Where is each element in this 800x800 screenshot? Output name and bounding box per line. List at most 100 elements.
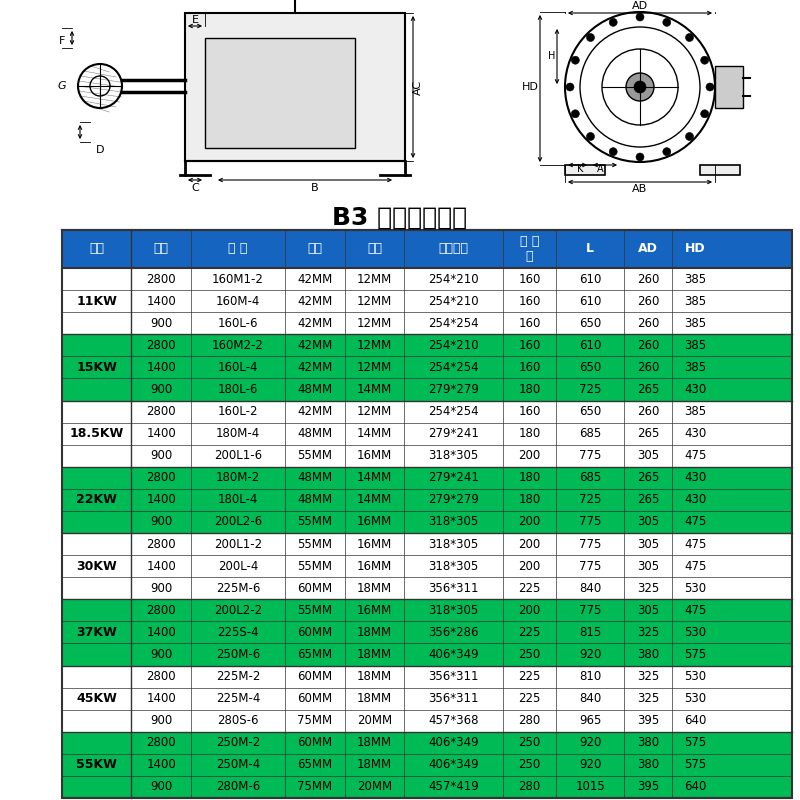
Circle shape: [662, 18, 670, 26]
Text: 12MM: 12MM: [357, 294, 392, 308]
Text: 920: 920: [579, 758, 602, 771]
Text: 200L2-2: 200L2-2: [214, 604, 262, 617]
Text: 815: 815: [579, 626, 602, 639]
Text: 55MM: 55MM: [297, 450, 332, 462]
Text: 530: 530: [684, 692, 706, 705]
Text: 200L1-2: 200L1-2: [214, 538, 262, 550]
Circle shape: [701, 56, 709, 64]
Text: 385: 385: [684, 405, 706, 418]
Text: 16MM: 16MM: [357, 604, 392, 617]
Text: 325: 325: [637, 670, 659, 683]
Text: 475: 475: [684, 515, 706, 529]
Text: 254*210: 254*210: [428, 338, 479, 352]
Text: G: G: [58, 81, 66, 91]
FancyBboxPatch shape: [62, 577, 792, 599]
FancyBboxPatch shape: [62, 776, 792, 798]
Text: 265: 265: [637, 494, 659, 506]
Text: 48MM: 48MM: [297, 427, 332, 440]
Text: 279*279: 279*279: [428, 383, 479, 396]
Text: 42MM: 42MM: [297, 273, 332, 286]
Text: 42MM: 42MM: [297, 317, 332, 330]
FancyBboxPatch shape: [715, 66, 743, 108]
Circle shape: [586, 133, 594, 141]
Text: 575: 575: [684, 648, 706, 661]
Text: 406*349: 406*349: [428, 648, 479, 661]
Text: 380: 380: [637, 648, 659, 661]
Text: 265: 265: [637, 383, 659, 396]
Text: 225M-6: 225M-6: [216, 582, 260, 594]
Text: 356*286: 356*286: [428, 626, 479, 639]
Text: 48MM: 48MM: [297, 383, 332, 396]
Circle shape: [566, 83, 574, 91]
Text: 279*241: 279*241: [428, 427, 479, 440]
Text: AD: AD: [632, 1, 648, 11]
Text: 12MM: 12MM: [357, 361, 392, 374]
Text: 385: 385: [684, 317, 706, 330]
Text: 318*305: 318*305: [429, 515, 478, 529]
Circle shape: [686, 34, 694, 42]
Text: 650: 650: [579, 317, 602, 330]
Text: 530: 530: [684, 670, 706, 683]
Text: 840: 840: [579, 582, 602, 594]
Text: 650: 650: [579, 361, 602, 374]
Text: 920: 920: [579, 648, 602, 661]
Text: 254*210: 254*210: [428, 294, 479, 308]
FancyBboxPatch shape: [62, 230, 792, 268]
Circle shape: [662, 148, 670, 156]
Text: 14MM: 14MM: [357, 383, 392, 396]
Text: 810: 810: [579, 670, 602, 683]
Text: 260: 260: [637, 405, 659, 418]
FancyBboxPatch shape: [62, 533, 792, 555]
Text: 160: 160: [518, 294, 541, 308]
Text: L: L: [586, 242, 594, 255]
Text: 840: 840: [579, 692, 602, 705]
Text: 385: 385: [684, 361, 706, 374]
Text: 30KW: 30KW: [76, 560, 117, 573]
Text: 225: 225: [518, 626, 541, 639]
Text: 610: 610: [579, 273, 602, 286]
FancyBboxPatch shape: [62, 290, 792, 312]
Text: 685: 685: [579, 427, 602, 440]
Text: 60MM: 60MM: [297, 626, 332, 639]
Text: 160: 160: [518, 273, 541, 286]
Text: 42MM: 42MM: [297, 405, 332, 418]
Circle shape: [586, 34, 594, 42]
Circle shape: [706, 83, 714, 91]
Text: 225: 225: [518, 582, 541, 594]
Text: 16MM: 16MM: [357, 450, 392, 462]
Text: 920: 920: [579, 736, 602, 750]
Text: 430: 430: [684, 427, 706, 440]
Text: 406*349: 406*349: [428, 758, 479, 771]
Text: 530: 530: [684, 626, 706, 639]
Text: 160M2-2: 160M2-2: [212, 338, 264, 352]
Text: 2800: 2800: [146, 471, 176, 484]
Text: 65MM: 65MM: [297, 648, 332, 661]
Text: 75MM: 75MM: [297, 781, 332, 794]
FancyBboxPatch shape: [62, 422, 792, 445]
Text: 2800: 2800: [146, 538, 176, 550]
FancyBboxPatch shape: [205, 38, 355, 148]
Text: 380: 380: [637, 736, 659, 750]
Text: 180L-6: 180L-6: [218, 383, 258, 396]
FancyBboxPatch shape: [62, 710, 792, 732]
Text: 200: 200: [518, 538, 541, 550]
Text: 260: 260: [637, 317, 659, 330]
Text: E: E: [191, 15, 198, 25]
Text: 385: 385: [684, 273, 706, 286]
Text: 900: 900: [150, 648, 173, 661]
Text: 销子: 销子: [367, 242, 382, 255]
Text: 200: 200: [518, 450, 541, 462]
Text: 轴径: 轴径: [307, 242, 322, 255]
Text: 265: 265: [637, 471, 659, 484]
Text: 250M-2: 250M-2: [216, 736, 260, 750]
FancyBboxPatch shape: [62, 599, 792, 622]
Text: 318*305: 318*305: [429, 538, 478, 550]
Text: 900: 900: [150, 450, 173, 462]
Text: 180: 180: [518, 471, 541, 484]
Text: 250: 250: [518, 648, 541, 661]
Text: 37KW: 37KW: [76, 626, 117, 639]
Text: 530: 530: [684, 582, 706, 594]
Text: 305: 305: [637, 604, 659, 617]
Text: 280M-6: 280M-6: [216, 781, 260, 794]
Text: 200: 200: [518, 515, 541, 529]
